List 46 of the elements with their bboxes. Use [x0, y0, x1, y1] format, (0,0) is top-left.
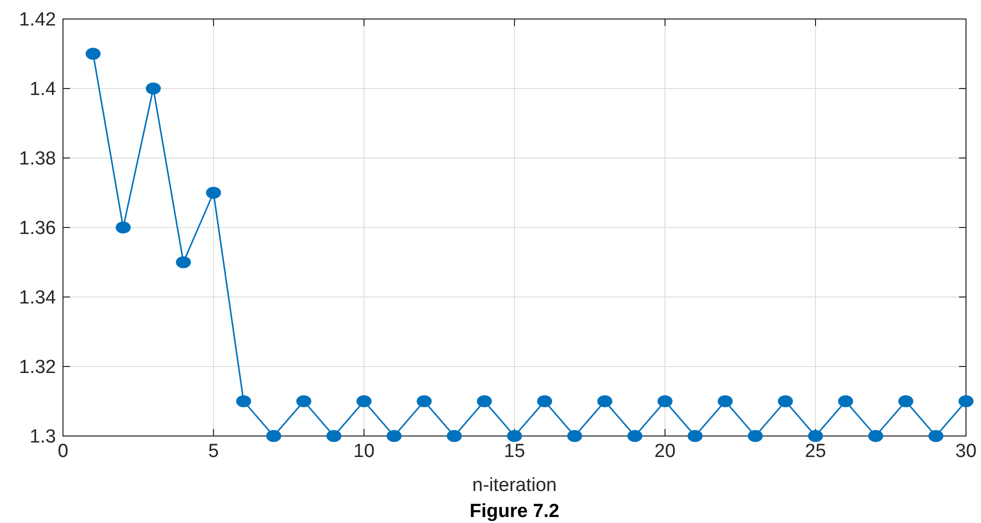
point — [838, 395, 854, 408]
point — [326, 430, 342, 442]
point — [688, 430, 703, 442]
point — [718, 395, 733, 408]
point — [146, 82, 161, 94]
point — [116, 222, 131, 234]
y-tick-label: 1.4 — [30, 79, 56, 100]
x-tick-label: 10 — [353, 441, 375, 462]
y-tick-label: 1.32 — [19, 357, 56, 378]
point — [537, 395, 552, 408]
point — [296, 395, 312, 408]
point — [898, 395, 914, 408]
x-tick-label: 15 — [504, 441, 526, 462]
y-tick-label: 1.36 — [19, 218, 56, 240]
point — [928, 430, 944, 442]
point — [658, 395, 672, 408]
x-tick-label: 30 — [955, 441, 977, 462]
point — [808, 430, 823, 442]
point — [86, 48, 101, 60]
point — [627, 430, 642, 442]
point — [386, 430, 402, 442]
point — [446, 430, 462, 442]
point — [206, 186, 221, 199]
point — [868, 430, 884, 442]
x-tick-label: 5 — [208, 441, 219, 462]
point — [958, 395, 974, 408]
y-tick-label: 1.3 — [30, 426, 56, 448]
point — [476, 395, 492, 408]
y-tick-label: 1.38 — [19, 148, 56, 170]
point — [356, 395, 372, 408]
point — [236, 395, 252, 408]
point — [507, 430, 522, 442]
x-tick-label: 20 — [654, 441, 676, 462]
point — [597, 395, 612, 408]
text: Figure 7.2 — [470, 501, 560, 522]
point — [416, 395, 432, 408]
point — [778, 395, 793, 408]
point — [567, 430, 582, 442]
x-tick-label: 25 — [804, 441, 826, 462]
y-tick-label: 1.34 — [19, 288, 56, 309]
x-axis-title: n-iteration — [472, 475, 557, 496]
point — [748, 430, 763, 442]
y-tick-label: 1.42 — [19, 10, 56, 31]
x-tick-label: 0 — [58, 441, 68, 462]
point — [266, 430, 282, 442]
point — [176, 256, 191, 268]
